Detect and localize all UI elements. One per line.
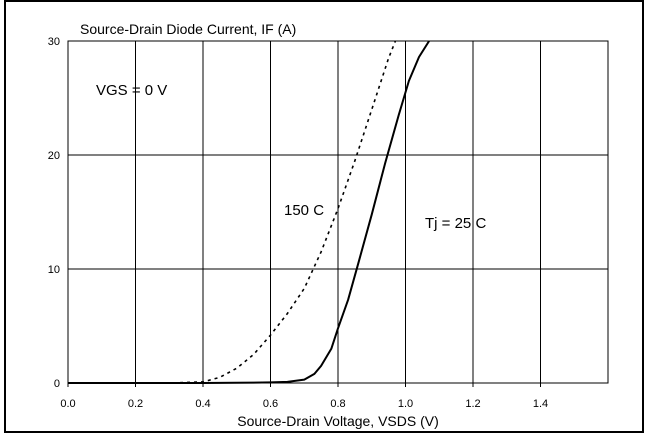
- y-axis-title: Source-Drain Diode Current, IF (A): [80, 21, 296, 37]
- y-tick-label: 10: [48, 264, 60, 276]
- x-tick-label: 0.4: [195, 398, 210, 410]
- series-line-150-c: [68, 40, 397, 384]
- tick-labels: 0.0 0.2 0.4 0.6 0.8 1.0 1.2 1.4 0 10 20 30: [48, 36, 548, 410]
- y-tick-label: 30: [48, 36, 60, 48]
- x-tick-label: 0.2: [128, 398, 143, 410]
- annotation-150c: 150 C: [284, 202, 324, 219]
- x-axis-title: Source-Drain Voltage, VSDS (V): [237, 413, 439, 429]
- x-tick-label: 1.4: [533, 398, 548, 410]
- annotation-tj25: Tj = 25 C: [425, 215, 486, 232]
- annotation-vgs: VGS = 0 V: [96, 82, 167, 99]
- x-tick-label: 1.2: [465, 398, 480, 410]
- x-tick-label: 0.8: [330, 398, 345, 410]
- x-tick-label: 1.0: [398, 398, 413, 410]
- series-line-tj-25-c: [68, 40, 430, 384]
- x-tick-label: 0.0: [60, 398, 75, 410]
- x-tick-label: 0.6: [263, 398, 278, 410]
- y-tick-label: 0: [54, 378, 60, 390]
- series-lines: [68, 40, 430, 384]
- y-tick-label: 20: [48, 150, 60, 162]
